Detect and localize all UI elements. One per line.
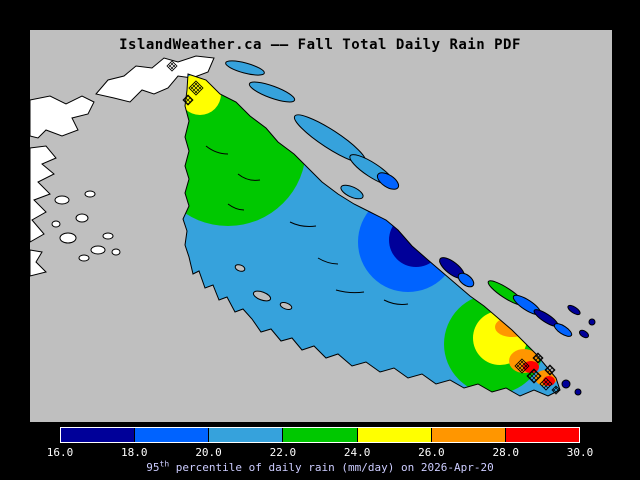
- lake-line: [317, 257, 339, 265]
- south-tip-islet-1: [561, 379, 571, 389]
- colorbar-segment-3: [208, 428, 283, 442]
- colorbar-tick-18.0: 18.0: [121, 446, 148, 459]
- island-strip-northeast-2: [248, 81, 296, 103]
- gulf-island-navy-2: [567, 304, 581, 316]
- page-title: IslandWeather.ca —— Fall Total Daily Rai…: [119, 37, 521, 53]
- island-strip-northeast-1: [225, 60, 265, 76]
- lake-line: [383, 299, 409, 305]
- lake-line: [227, 203, 245, 211]
- caption-base: 95: [146, 461, 160, 474]
- colorbar-tick-22.0: 22.0: [269, 446, 297, 459]
- colorbar: [60, 427, 580, 443]
- colorbar-segment-6: [430, 428, 505, 442]
- colorbar-segment-5: [356, 428, 431, 442]
- hatch-mark: [532, 352, 544, 364]
- offshore-white-island: [51, 220, 61, 228]
- gulf-island-navy-3: [578, 329, 590, 339]
- colorbar-tick-16.0: 16.0: [46, 446, 74, 459]
- colorbar-segment-1: [61, 428, 135, 442]
- island-strip-northeast-4-blue-end: [376, 172, 400, 190]
- offshore-white-island: [102, 232, 114, 240]
- hatch-mark: [551, 385, 561, 395]
- hatch-mark: [514, 358, 530, 374]
- gulf-island-navy-4: [588, 318, 596, 326]
- colorbar-segment-2: [134, 428, 209, 442]
- lakes-and-rivers: [205, 145, 409, 305]
- mainland-coastline-west-fjords: [29, 145, 57, 243]
- lake-line: [289, 221, 317, 227]
- offshore-white-island: [59, 232, 77, 244]
- offshore-white-island: [111, 248, 121, 256]
- colorbar-tick-row: 16.0 18.0 20.0 22.0 24.0 26.0 28.0 30.0: [47, 446, 594, 459]
- offshore-data-islands: [225, 60, 596, 396]
- caption-rest: percentile of daily rain (mm/day) on 202…: [169, 461, 494, 474]
- offshore-white-island: [78, 254, 90, 262]
- lake-line: [237, 173, 261, 181]
- caption-superscript: th: [159, 459, 170, 469]
- hatch-significance-marks: [166, 60, 561, 395]
- offshore-white-island: [75, 213, 89, 223]
- colorbar-tick-20.0: 20.0: [195, 446, 222, 459]
- hatch-mark: [526, 368, 542, 384]
- colorbar-tick-30.0: 30.0: [566, 446, 594, 459]
- colorbar-tick-26.0: 26.0: [418, 446, 445, 459]
- lake-line: [335, 289, 365, 294]
- mainland-landmass: [29, 55, 215, 277]
- colorbar-tick-24.0: 24.0: [343, 446, 371, 459]
- westcoast-islet-1: [252, 290, 272, 302]
- hatch-mark: [188, 80, 204, 96]
- colorbar-tick-28.0: 28.0: [492, 446, 519, 459]
- hatch-mark: [182, 94, 194, 106]
- colorbar-segment-7: [504, 428, 579, 442]
- offshore-white-island: [90, 245, 106, 255]
- gulf-island-blue-2: [553, 323, 573, 337]
- mainland-coastline-north: [95, 55, 215, 103]
- island-strip-northeast-5: [340, 184, 364, 200]
- westcoast-islet-2: [279, 302, 293, 310]
- hatch-mark: [539, 377, 553, 391]
- hatch-mark: [166, 60, 178, 72]
- lake-line: [205, 145, 229, 155]
- mainland-coastline-west-lower: [29, 249, 47, 277]
- offshore-white-island: [84, 190, 96, 198]
- colorbar-segment-4: [282, 428, 357, 442]
- south-tip-islet-2: [574, 388, 582, 396]
- westcoast-islet-3: [234, 264, 246, 272]
- offshore-white-island: [54, 195, 70, 205]
- colorbar-caption: 95th percentile of daily rain (mm/day) o…: [0, 459, 640, 474]
- mainland-coastline-west-upper: [29, 95, 95, 139]
- hatch-mark: [544, 364, 556, 376]
- island-east-blue-1: [457, 272, 475, 288]
